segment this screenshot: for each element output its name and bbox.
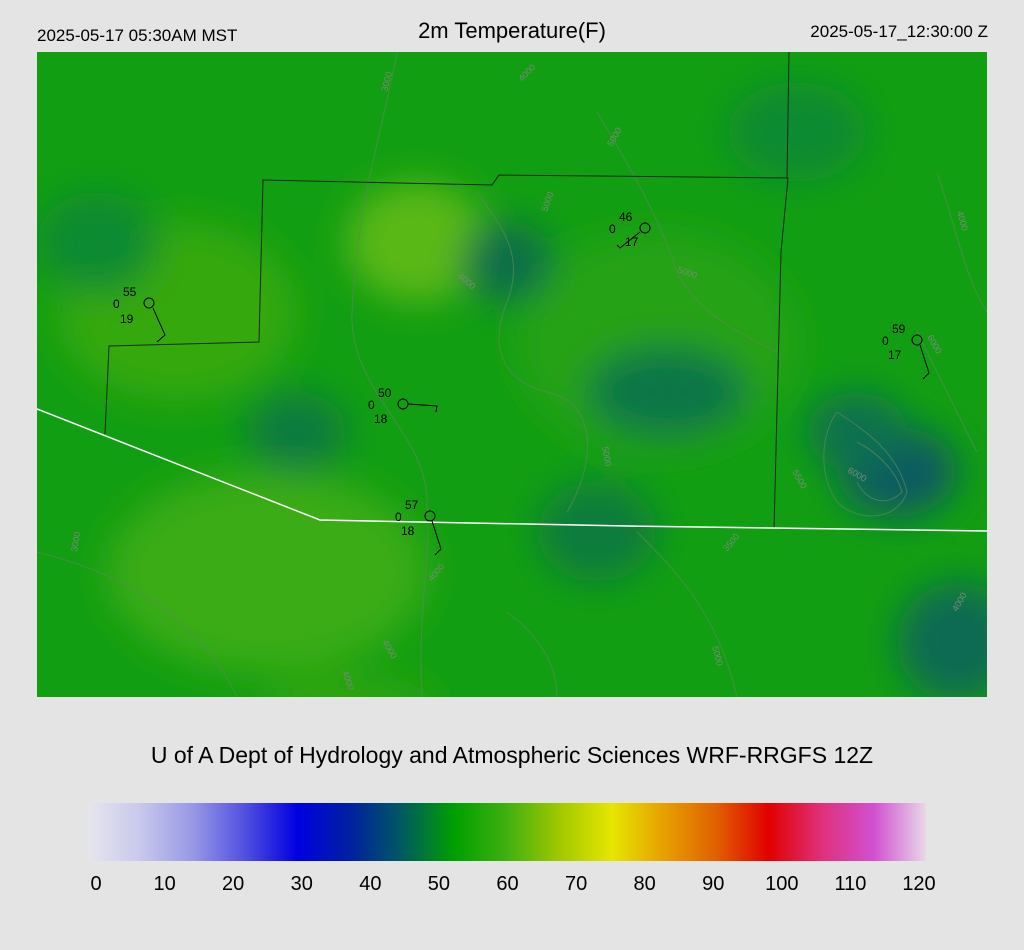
- local-time-label: 2025-05-17 05:30AM MST: [37, 26, 238, 45]
- colorbar-tick-label: 110: [834, 873, 867, 895]
- temperature-field: [37, 82, 987, 697]
- colorbar-tick-label: 100: [765, 873, 799, 895]
- temperature-map: 3000 4000 5000 6000 4000 5000 5000 4000 …: [37, 52, 987, 697]
- colorbar-tick-label: 50: [427, 873, 451, 895]
- station-temp: 59: [892, 322, 906, 336]
- station-values: 55 0 19 46 0 17 50 0 18 57 0 18 59 0 17: [113, 210, 906, 538]
- credit-line: U of A Dept of Hydrology and Atmospheric…: [150, 742, 874, 768]
- station-dewpoint: 18: [374, 412, 388, 426]
- station-gust: 0: [395, 510, 402, 524]
- county-borders: [104, 52, 790, 530]
- colorbar-tick-label: 90: [702, 873, 725, 895]
- elevation-contours: [37, 52, 987, 697]
- colorbar-tick-label: 40: [359, 873, 382, 895]
- station-gust: 0: [882, 334, 889, 348]
- contour-label: 3000: [69, 531, 82, 552]
- station-marker: [911, 334, 930, 380]
- station-temp: 50: [378, 386, 392, 400]
- station-temp: 57: [405, 498, 419, 512]
- colorbar-tick-label: 120: [902, 873, 936, 895]
- station-temp: 55: [123, 285, 137, 299]
- station-gust: 0: [368, 398, 375, 412]
- colorbar-tick-label: 30: [290, 873, 313, 895]
- station-dewpoint: 19: [120, 312, 134, 326]
- station-plots: [143, 222, 930, 556]
- station-gust: 0: [609, 222, 616, 236]
- station-marker: [424, 510, 442, 556]
- station-marker: [616, 222, 651, 249]
- temperature-colorbar: [88, 803, 926, 861]
- colorbar-tick-label: 20: [222, 873, 245, 895]
- station-dewpoint: 17: [888, 348, 902, 362]
- station-marker: [397, 398, 438, 413]
- colorbar-tick-label: 70: [564, 873, 588, 895]
- contour-label: 5000: [600, 446, 613, 467]
- colorbar-tick-label: 0: [90, 873, 102, 895]
- colorbar-tick-label: 10: [153, 873, 176, 895]
- colorbar-tick-labels: 0 10 20 30 40 50 60 70 80 90 100 110 120: [0, 873, 1024, 903]
- station-dewpoint: 17: [625, 235, 639, 249]
- map-title: 2m Temperature(F): [418, 18, 606, 43]
- colorbar-tick-label: 60: [496, 873, 519, 895]
- station-marker: [143, 297, 166, 343]
- colorbar-tick-label: 80: [633, 873, 656, 895]
- station-gust: 0: [113, 297, 120, 311]
- station-temp: 46: [619, 210, 633, 224]
- utc-time-label: 2025-05-17_12:30:00 Z: [810, 22, 988, 41]
- state-border: [37, 408, 987, 532]
- map-canvas: 3000 4000 5000 6000 4000 5000 5000 4000 …: [37, 52, 987, 697]
- station-dewpoint: 18: [401, 524, 415, 538]
